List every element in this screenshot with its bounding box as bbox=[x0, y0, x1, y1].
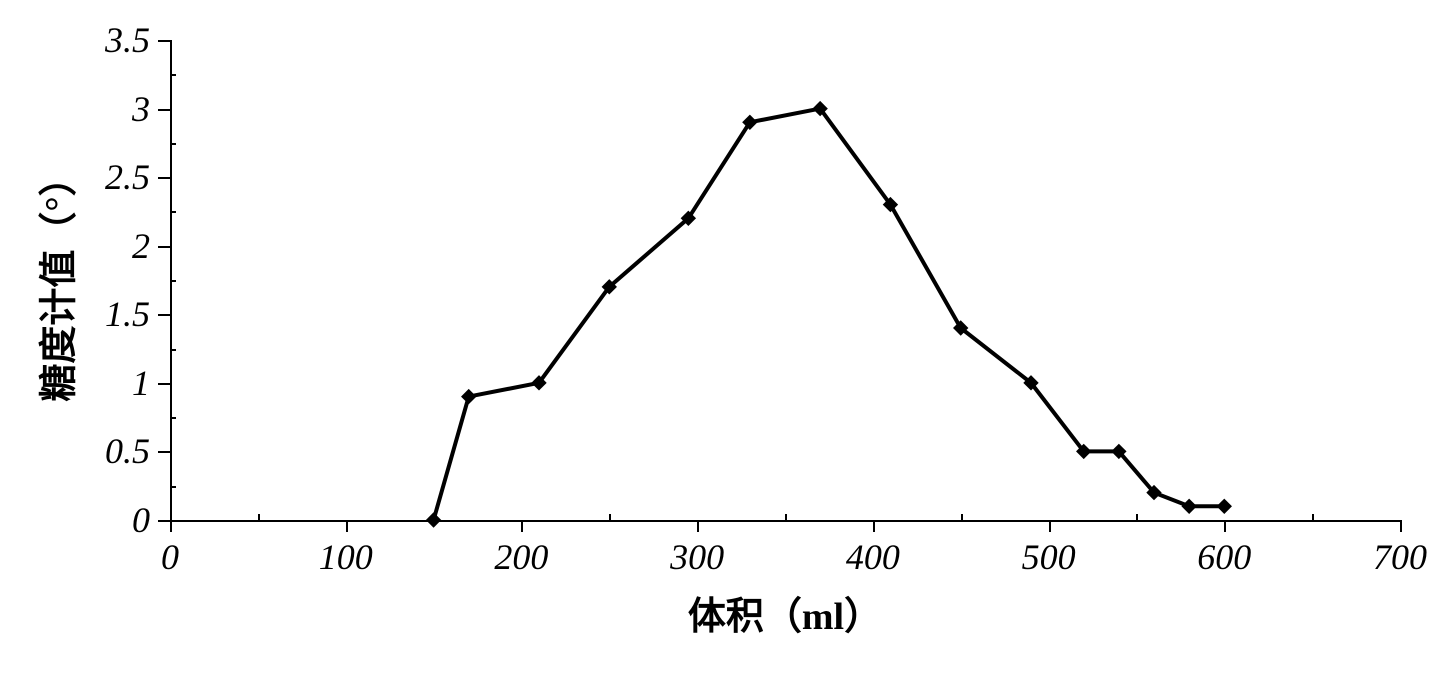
x-tick-label: 100 bbox=[319, 536, 373, 578]
x-tick-label: 600 bbox=[1197, 536, 1251, 578]
x-tick-label: 500 bbox=[1022, 536, 1076, 578]
data-marker bbox=[1217, 499, 1232, 514]
y-tick bbox=[158, 314, 170, 316]
y-tick-label: 1 bbox=[80, 362, 150, 404]
y-tick-label: 0 bbox=[80, 499, 150, 541]
x-tick bbox=[521, 520, 523, 532]
y-tick bbox=[158, 246, 170, 248]
x-tick bbox=[1400, 520, 1402, 532]
y-tick-label: 1.5 bbox=[80, 293, 150, 335]
chart-container: 010020030040050060070000.511.522.533.5 体… bbox=[20, 20, 1432, 665]
data-marker bbox=[426, 512, 441, 527]
y-tick bbox=[158, 177, 170, 179]
x-tick bbox=[170, 520, 172, 532]
x-tick-label: 0 bbox=[161, 536, 179, 578]
x-tick bbox=[1049, 520, 1051, 532]
x-tick-label: 400 bbox=[846, 536, 900, 578]
x-tick bbox=[697, 520, 699, 532]
data-layer bbox=[170, 40, 1400, 520]
data-marker bbox=[461, 389, 476, 404]
y-tick bbox=[158, 109, 170, 111]
y-tick-label: 3.5 bbox=[80, 19, 150, 61]
y-tick-label: 2.5 bbox=[80, 156, 150, 198]
y-tick-label: 3 bbox=[80, 88, 150, 130]
y-axis-title: 糖度计值（°） bbox=[28, 158, 83, 401]
y-tick bbox=[158, 451, 170, 453]
y-tick-label: 0.5 bbox=[80, 430, 150, 472]
x-tick bbox=[346, 520, 348, 532]
x-tick bbox=[873, 520, 875, 532]
data-line bbox=[434, 109, 1225, 520]
x-tick-label: 300 bbox=[670, 536, 724, 578]
x-axis bbox=[170, 520, 1400, 522]
plot-area: 010020030040050060070000.511.522.533.5 bbox=[170, 40, 1400, 520]
x-tick-label: 700 bbox=[1373, 536, 1427, 578]
y-tick bbox=[158, 383, 170, 385]
data-marker bbox=[1181, 499, 1196, 514]
x-tick bbox=[1224, 520, 1226, 532]
x-tick-label: 200 bbox=[494, 536, 548, 578]
y-tick bbox=[158, 520, 170, 522]
y-tick bbox=[158, 40, 170, 42]
y-tick-label: 2 bbox=[80, 225, 150, 267]
x-axis-title: 体积（ml） bbox=[688, 585, 882, 640]
